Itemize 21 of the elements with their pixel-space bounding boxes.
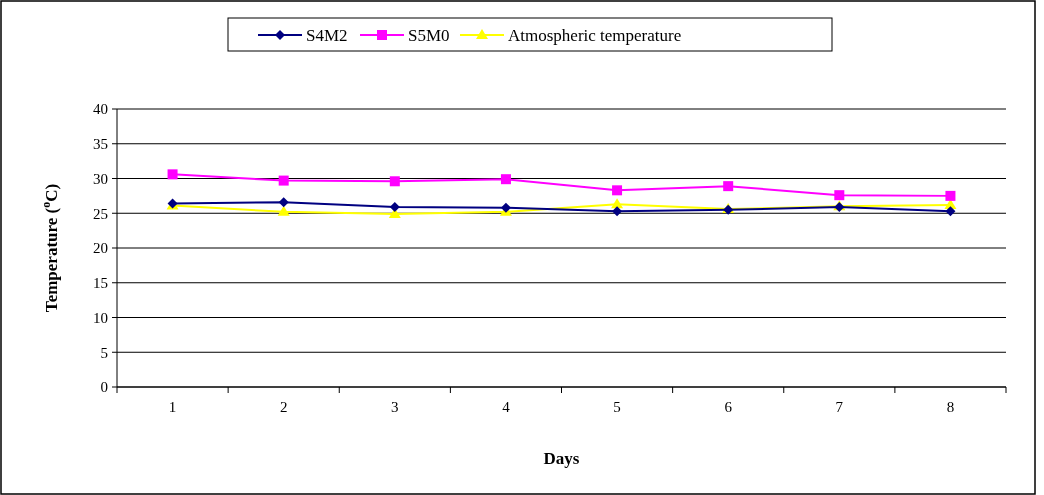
y-tick-label: 10 <box>93 309 108 326</box>
x-tick-label: 3 <box>391 399 399 415</box>
x-tick-label: 2 <box>279 399 288 415</box>
x-axis-title: Days <box>543 449 580 468</box>
y-tick-label: 40 <box>93 101 108 118</box>
x-tick-label: 6 <box>724 399 733 415</box>
legend-label: Atmospheric temperature <box>508 25 682 45</box>
x-tick-label: 8 <box>946 399 955 415</box>
x-tick-label: 1 <box>168 399 177 415</box>
legend-label: S5M0 <box>408 25 450 45</box>
y-tick-label: 25 <box>93 205 108 222</box>
y-tick-label: 30 <box>93 170 108 187</box>
x-tick-label: 7 <box>835 399 844 415</box>
y-tick-label: 20 <box>93 240 108 257</box>
x-tick-label: 5 <box>613 399 621 415</box>
y-tick-label: 0 <box>100 379 108 396</box>
legend-label: S4M2 <box>306 25 348 45</box>
y-tick-label: 35 <box>93 136 108 152</box>
y-tick-label: 5 <box>100 344 108 361</box>
x-tick-label: 4 <box>502 399 511 415</box>
y-tick-label: 15 <box>93 275 108 291</box>
